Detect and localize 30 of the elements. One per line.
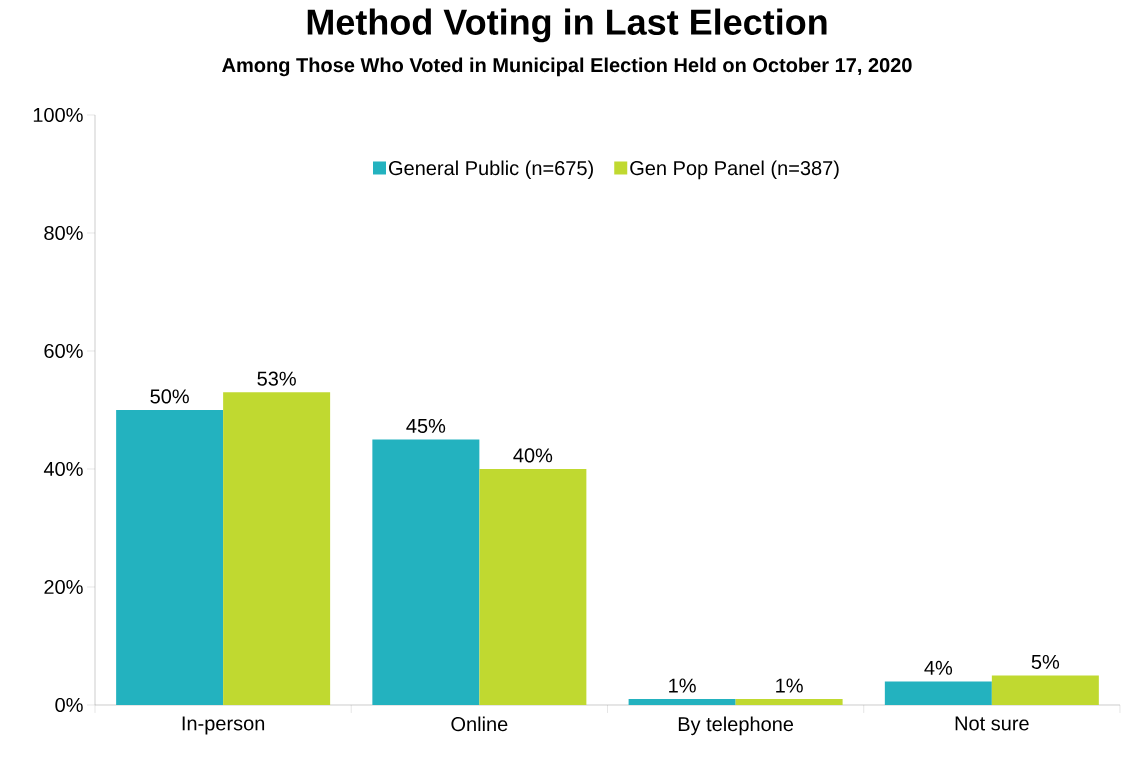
- data-label: 50%: [150, 389, 189, 404]
- data-label: 5%: [1031, 654, 1060, 669]
- x-tick-label: In-person: [182, 716, 265, 735]
- bar: [479, 468, 587, 705]
- y-tick-label: 40%: [43, 461, 83, 477]
- chart-subtitle: Among Those Who Voted in Municipal Election Held on October 17, 2020: [222, 57, 912, 77]
- bar: [884, 681, 992, 705]
- bar: [735, 699, 843, 705]
- y-tick-label: 0%: [55, 697, 83, 713]
- y-tick-label: 20%: [44, 579, 83, 595]
- chart-title: Method Voting in Last Election: [307, 8, 827, 43]
- data-label: 1%: [669, 678, 696, 693]
- y-tick-label: 100%: [33, 107, 83, 123]
- x-tick-label: By telephone: [678, 716, 794, 736]
- data-label: 40%: [513, 448, 553, 463]
- legend-label: General Public (n=675): [389, 160, 593, 180]
- bar: [223, 392, 331, 705]
- data-label: 45%: [406, 418, 446, 433]
- bar: [116, 409, 224, 705]
- data-label: 53%: [257, 371, 296, 386]
- y-tick-label: 60%: [44, 343, 83, 359]
- x-tick-label: Online: [451, 716, 508, 732]
- data-label: 1%: [776, 678, 803, 693]
- x-tick-label: Not sure: [955, 716, 1029, 731]
- bar: [991, 675, 1099, 705]
- bar: [628, 699, 736, 705]
- y-tick-label: 80%: [44, 225, 83, 241]
- bar: [372, 439, 480, 705]
- data-label: 4%: [924, 660, 953, 675]
- legend-label: Gen Pop Panel (n=387): [630, 160, 839, 180]
